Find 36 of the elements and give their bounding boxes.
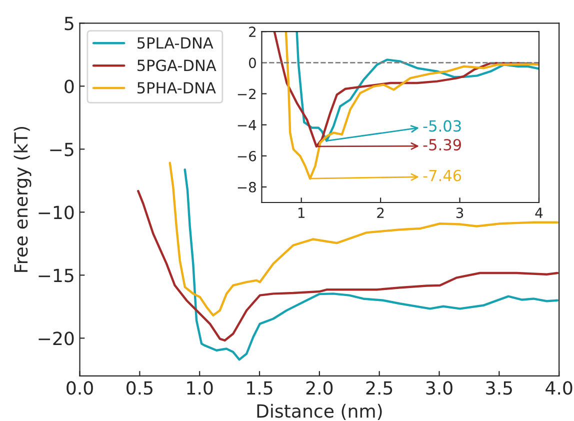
y-tick-label: −15 <box>38 268 74 282</box>
x-tick-label: 1.0 <box>187 381 213 395</box>
annotation: -5.03 <box>423 120 461 132</box>
x-tick-label: 1.5 <box>247 381 272 395</box>
y-tick-label: −2 <box>238 88 256 100</box>
y-tick-label: 2 <box>249 26 256 37</box>
annotation: -5.39 <box>423 138 461 151</box>
y-tick-label: 0 <box>64 80 74 94</box>
y-tick-label: −4 <box>238 120 256 130</box>
legend-label: 5PLA-DNA <box>137 37 214 49</box>
y-tick-label: −20 <box>38 332 74 346</box>
legend-label: 5PHA-DNA <box>137 82 216 94</box>
line-series <box>284 32 539 180</box>
annotation: -7.46 <box>423 170 462 182</box>
y-axis-title: Free energy (kT) <box>14 126 32 272</box>
x-tick-label: 2 <box>377 208 384 218</box>
x-tick-label: 0.5 <box>126 381 152 395</box>
y-tick-label: −6 <box>238 150 256 162</box>
x-tick-label: 4.0 <box>546 381 572 395</box>
line-series <box>168 162 559 316</box>
x-tick-label: 3 <box>456 208 464 218</box>
y-tick-label: −8 <box>238 182 256 192</box>
line-series <box>184 168 559 361</box>
x-tick-label: 0.0 <box>66 381 93 395</box>
y-tick-label: −5 <box>50 142 74 156</box>
x-tick-label: 1 <box>298 208 304 218</box>
x-tick-label: 3.5 <box>486 381 512 395</box>
x-axis-title: Distance (nm) <box>257 404 382 420</box>
x-tick-label: 4 <box>535 208 543 218</box>
y-tick-label: 0 <box>248 58 256 68</box>
y-tick-label: 5 <box>64 16 74 30</box>
x-tick-label: 2.0 <box>306 381 333 395</box>
x-tick-label: 3.0 <box>426 381 452 395</box>
y-tick-label: −10 <box>38 206 74 220</box>
x-tick-label: 2.5 <box>366 381 392 395</box>
legend-label: 5PGA-DNA <box>137 60 216 72</box>
